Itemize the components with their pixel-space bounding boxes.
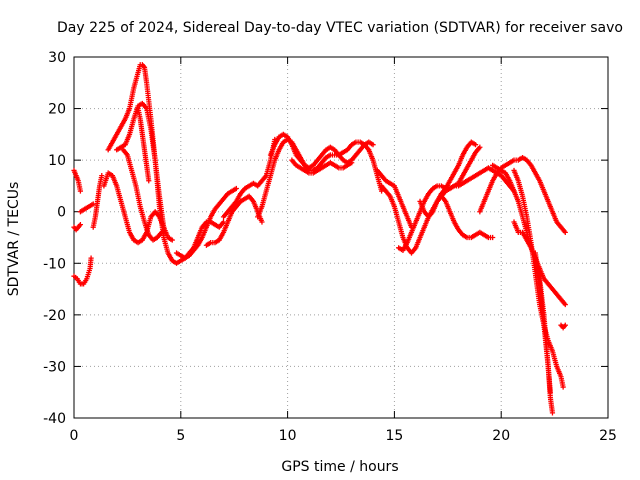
y-tick-label: 0 <box>57 205 66 221</box>
series-arc-18 <box>378 139 479 256</box>
y-tick-label: 10 <box>48 153 66 169</box>
series-arc-22 <box>477 154 568 235</box>
data-point-marker <box>562 229 568 235</box>
data-point-marker <box>158 229 165 235</box>
data-point-marker <box>169 237 175 243</box>
x-tick-label: 25 <box>599 428 617 444</box>
data-point-marker <box>77 222 84 228</box>
plot-frame <box>73 56 609 419</box>
series-arc-11 <box>173 219 227 261</box>
series-arc-19 <box>396 144 483 253</box>
y-tick-label: -10 <box>43 256 66 272</box>
series-arc-3 <box>71 167 84 194</box>
series-arc-13 <box>220 136 278 220</box>
x-tick-label: 20 <box>492 428 510 444</box>
series-arc-8 <box>114 100 175 243</box>
x-tick-label: 5 <box>176 428 185 444</box>
y-tick-label: 20 <box>48 102 66 118</box>
data-point-marker <box>349 160 355 166</box>
data-point-marker <box>562 301 568 308</box>
series-arc-5 <box>90 173 105 230</box>
series-arc-4 <box>77 201 96 215</box>
y-tick-label: -40 <box>43 411 66 427</box>
y-axis-label: SDTVAR / TECUs <box>6 182 22 297</box>
y-tick-label: -20 <box>43 308 66 324</box>
data-point-marker <box>560 384 566 390</box>
data-point-marker <box>88 255 94 261</box>
series-arc-26 <box>532 250 553 395</box>
data-point-marker <box>562 322 568 328</box>
series-arc-9 <box>120 147 165 243</box>
data-points <box>71 62 568 416</box>
data-point-marker <box>146 178 152 184</box>
data-point-marker <box>547 389 553 395</box>
x-axis-label: GPS time / hours <box>281 459 398 475</box>
series-arc-15 <box>267 131 376 171</box>
axis-ticks: 0 5 10 15 20 25 -40 -30 -20 -10 0 10 20 30 <box>43 50 617 444</box>
series-arc-7 <box>105 62 239 266</box>
series-arc-27 <box>558 322 568 331</box>
series-arc-23 <box>490 162 568 308</box>
chart-title: Day 225 of 2024, Sidereal Day-to-day VTE… <box>57 20 623 36</box>
series-arc-10 <box>135 105 152 184</box>
y-tick-label: -30 <box>43 359 66 375</box>
data-point-marker <box>370 142 376 148</box>
x-tick-label: 10 <box>279 428 297 444</box>
series-arc-1 <box>71 222 84 233</box>
data-point-marker <box>472 142 479 148</box>
data-point-marker <box>490 234 496 241</box>
series-arc-2 <box>71 255 94 287</box>
x-tick-label: 15 <box>385 428 403 444</box>
x-tick-label: 0 <box>70 428 79 444</box>
data-point-marker <box>259 219 265 225</box>
data-point-marker <box>477 144 483 150</box>
y-tick-label: 30 <box>48 50 66 66</box>
data-point-marker <box>233 185 239 192</box>
data-point-marker <box>77 188 84 194</box>
data-point-marker <box>549 410 556 416</box>
data-point-marker <box>99 173 105 179</box>
series-arc-16 <box>289 157 355 176</box>
